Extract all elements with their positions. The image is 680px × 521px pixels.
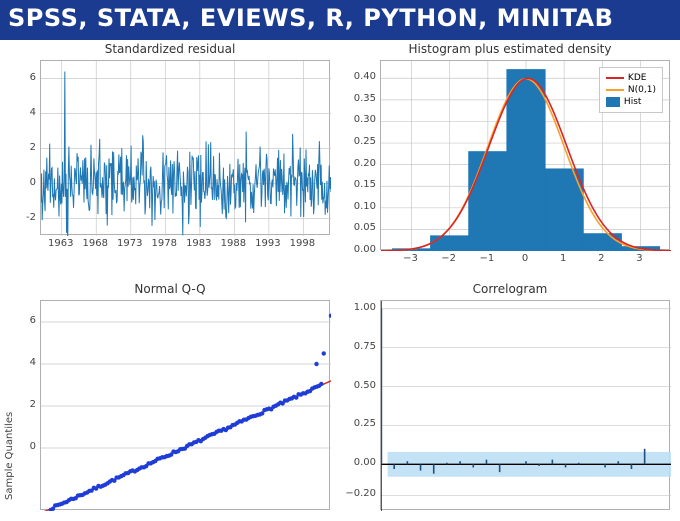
panel-histogram-density: Histogram plus estimated density KDEN(0,… — [340, 40, 680, 280]
panel-a-title: Standardized residual — [0, 40, 340, 56]
panel-b-legend: KDEN(0,1)Hist — [599, 67, 663, 113]
panel-d-svg — [381, 301, 671, 511]
panel-a-svg — [41, 61, 331, 236]
panel-c-title: Normal Q-Q — [0, 280, 340, 296]
panel-b-plot: KDEN(0,1)Hist — [380, 60, 670, 250]
panel-standardized-residual: Standardized residual -20246196319681973… — [0, 40, 340, 280]
panel-qq: Normal Q-Q 0246Sample Quantiles — [0, 280, 340, 520]
panel-correlogram: Correlogram −0.200.000.250.500.751.00 — [340, 280, 680, 520]
panel-c-svg — [41, 301, 331, 511]
panel-d-plot — [380, 300, 670, 510]
title-banner: SPSS, STATA, EVIEWS, R, PYTHON, MINITAB — [0, 0, 680, 40]
panel-c-plot — [40, 300, 330, 510]
panel-a-plot — [40, 60, 330, 235]
chart-grid: Standardized residual -20246196319681973… — [0, 40, 680, 521]
panel-c-ylabel: Sample Quantiles — [4, 412, 15, 500]
banner-text: SPSS, STATA, EVIEWS, R, PYTHON, MINITAB — [8, 4, 613, 32]
panel-d-title: Correlogram — [340, 280, 680, 296]
panel-b-title: Histogram plus estimated density — [340, 40, 680, 56]
